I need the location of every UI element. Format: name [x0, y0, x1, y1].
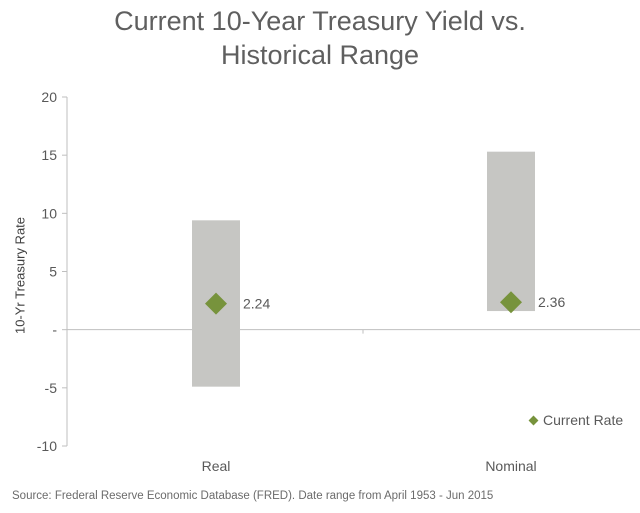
chart-title-line-2: Historical Range [220, 40, 420, 70]
y-tick-label: -10 [37, 438, 57, 454]
current-rate-data-label: 2.24 [243, 296, 270, 312]
y-tick-label: - [52, 322, 57, 338]
legend-marker-icon [528, 415, 539, 425]
legend: Current Rate [528, 412, 624, 428]
y-tick-label: 5 [49, 264, 57, 280]
y-tick-label: 20 [41, 89, 57, 105]
current-rate-marker [500, 291, 522, 314]
legend-label: Current Rate [543, 412, 624, 428]
y-axis-label: 10-Yr Treasury Rate [12, 216, 28, 335]
source-note: Source: Frederal Reserve Economic Databa… [12, 490, 494, 502]
y-tick-label: 10 [41, 205, 57, 221]
x-category-label: Nominal [485, 458, 536, 474]
y-tick-label: -5 [45, 380, 58, 396]
x-category-label: Real [202, 458, 231, 474]
current-rate-data-label: 2.36 [538, 294, 565, 310]
range-bar-nominal [487, 151, 535, 312]
y-tick-label: 15 [41, 147, 57, 163]
current-rate-marker [205, 292, 227, 315]
chart-title-line-1: Current 10-Year Treasury Yield vs. [114, 6, 526, 36]
chart-title: Current 10-Year Treasury Yield vs. Histo… [0, 4, 640, 72]
